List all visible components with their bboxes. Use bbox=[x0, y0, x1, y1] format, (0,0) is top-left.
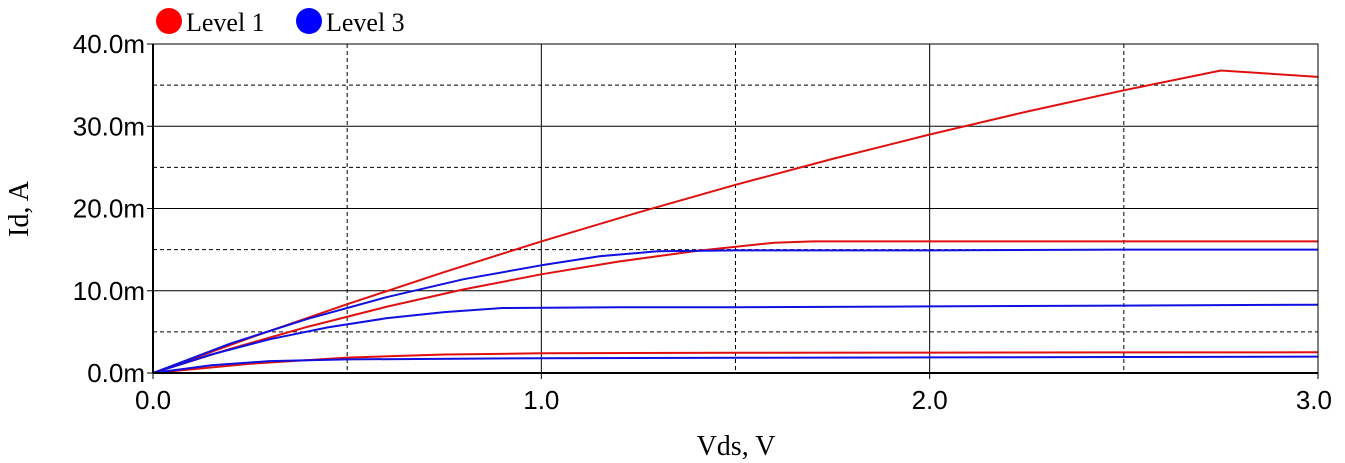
y-tick-label-0: 0.0m bbox=[87, 358, 145, 388]
legend-marker-level-1 bbox=[156, 8, 182, 34]
y-tick-labels: 0.0m 10.0m 20.0m 30.0m 40.0m bbox=[73, 29, 153, 388]
series-line-4 bbox=[152, 303, 1319, 374]
legend: Level 1 Level 3 bbox=[156, 8, 405, 37]
x-tick-label-3: 3.0 bbox=[1296, 385, 1332, 415]
series-line-3 bbox=[152, 355, 1319, 374]
series-line-2 bbox=[152, 69, 1319, 374]
grid bbox=[153, 44, 1318, 373]
series-line-5 bbox=[152, 248, 1318, 374]
series-line-1 bbox=[152, 240, 1318, 374]
x-tick-label-0: 0.0 bbox=[135, 385, 171, 415]
y-tick-label-3: 30.0m bbox=[73, 111, 145, 141]
legend-label-level-3: Level 3 bbox=[326, 8, 405, 37]
y-tick-label-2: 20.0m bbox=[73, 194, 145, 224]
legend-marker-level-3 bbox=[296, 8, 322, 34]
series-lines bbox=[152, 69, 1319, 374]
legend-label-level-1: Level 1 bbox=[186, 8, 265, 37]
x-axis-title: Vds, V bbox=[697, 431, 776, 462]
x-tick-label-1: 1.0 bbox=[523, 385, 559, 415]
x-tick-labels: 0.0 1.0 2.0 3.0 bbox=[135, 373, 1332, 415]
y-tick-label-4: 40.0m bbox=[73, 29, 145, 59]
x-tick-label-2: 2.0 bbox=[912, 385, 948, 415]
y-axis-title: Id, A bbox=[4, 180, 35, 237]
y-tick-label-1: 10.0m bbox=[73, 276, 145, 306]
